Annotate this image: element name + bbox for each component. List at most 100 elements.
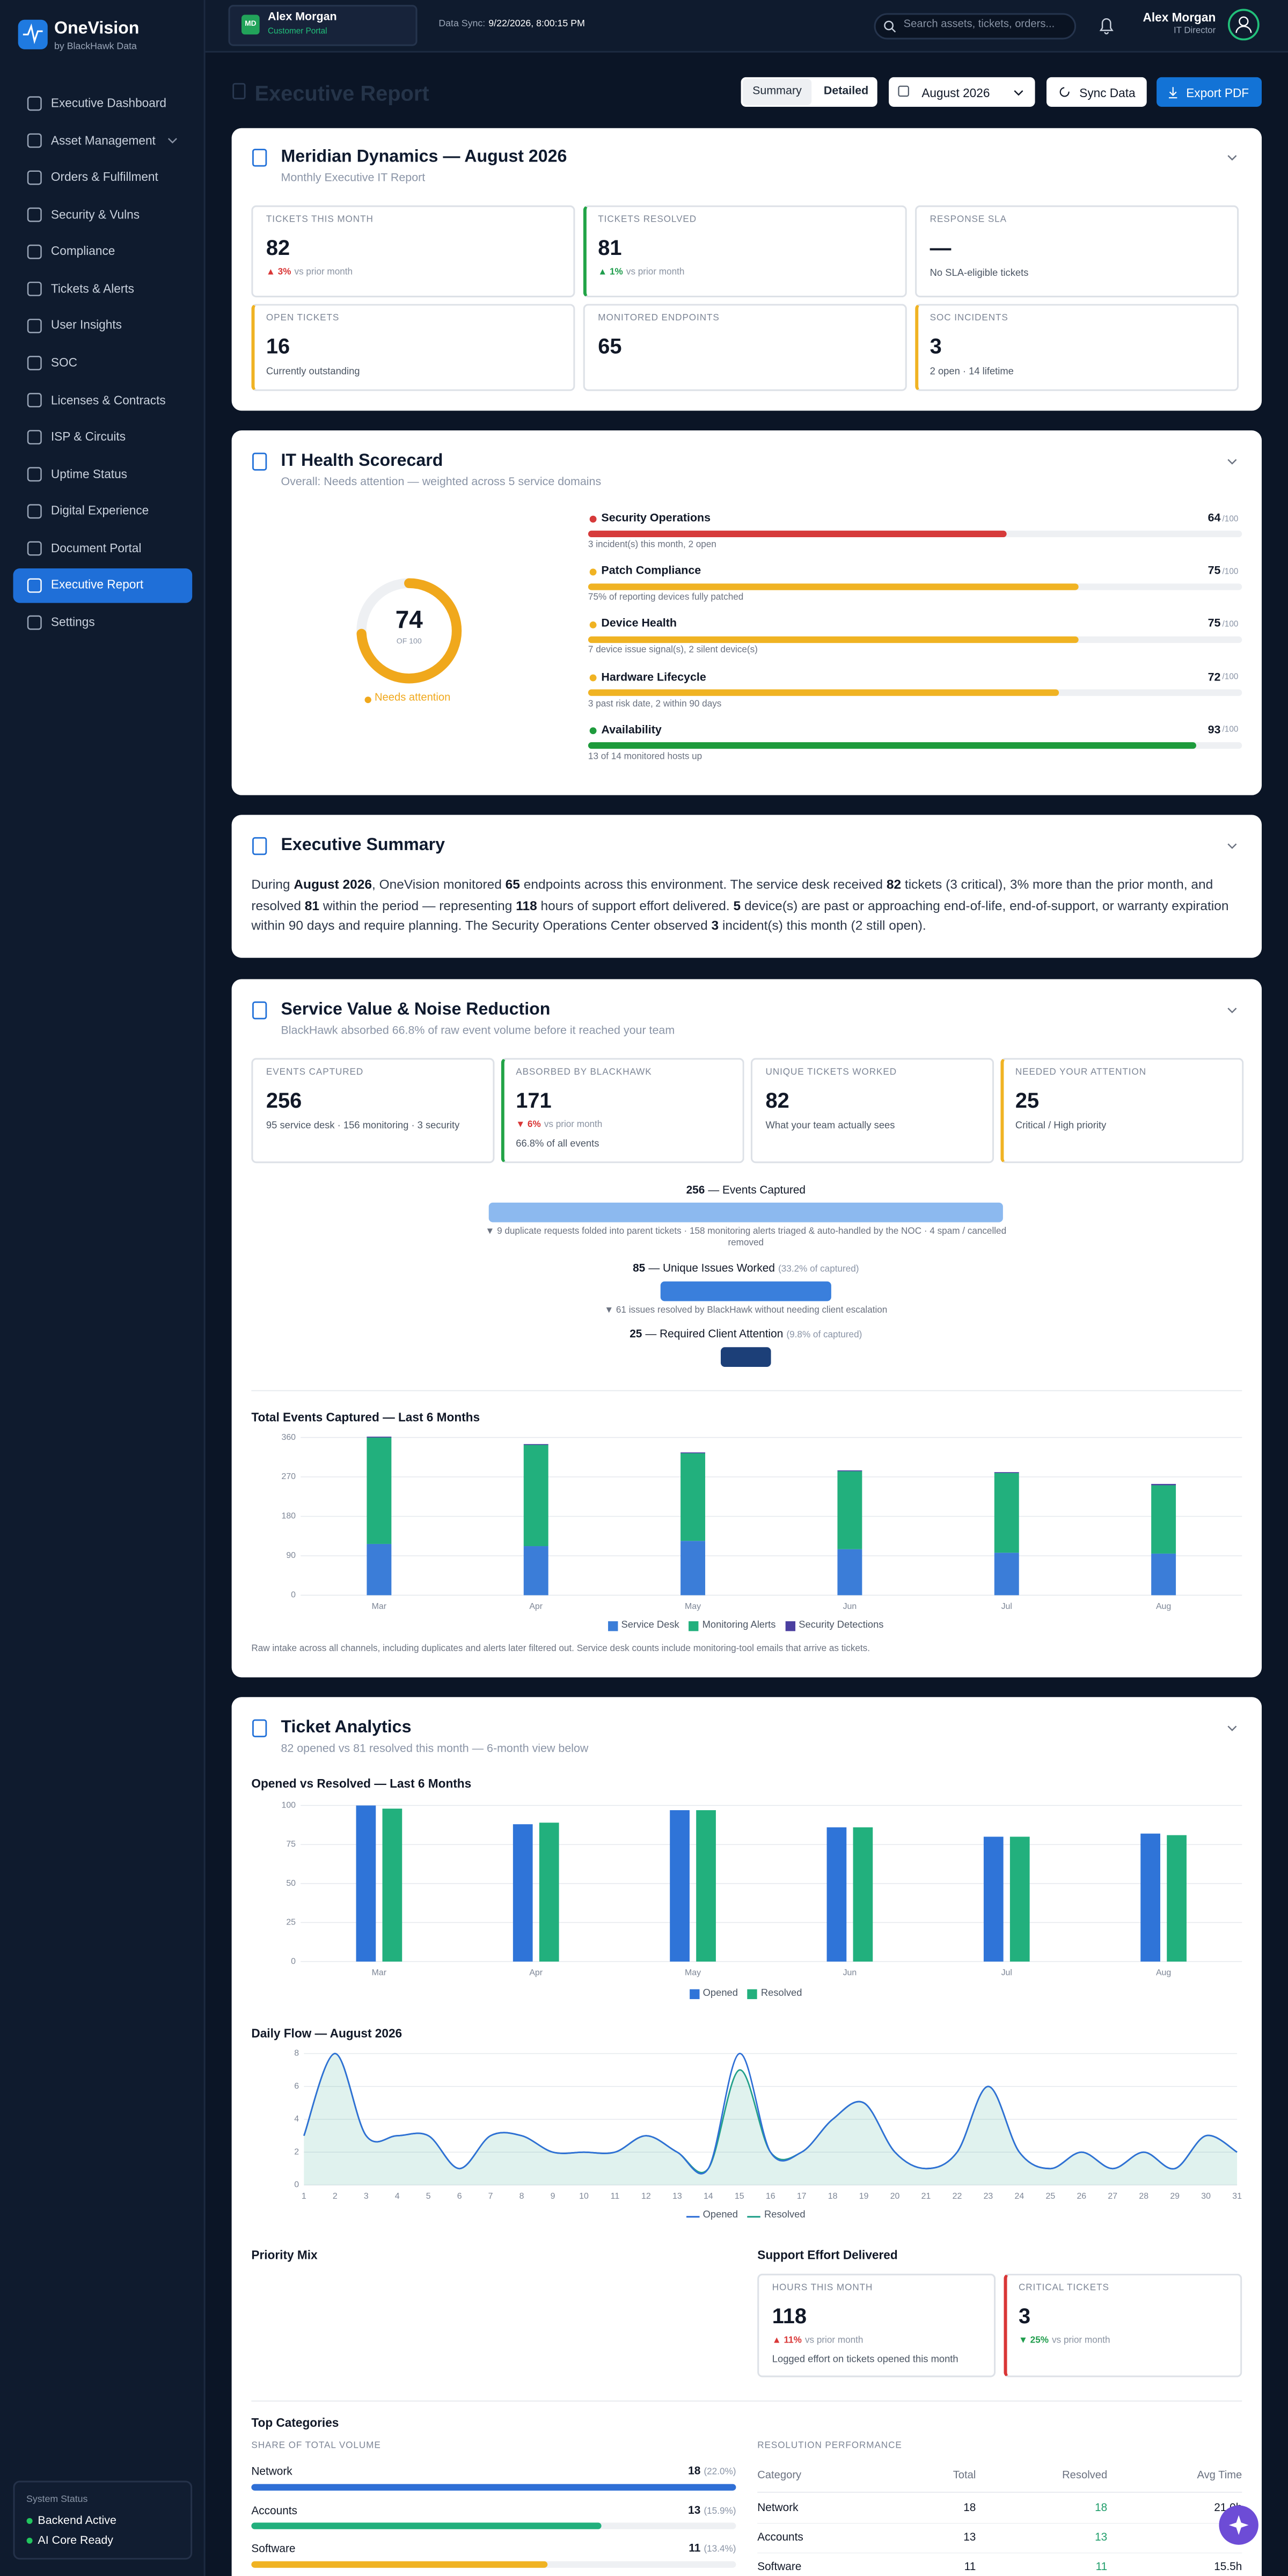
nav-item[interactable]: Uptime Status [50,466,128,481]
x-tick-label: 5 [426,2192,431,2201]
funnel-label: — Unique Issues Worked [648,1263,775,1275]
y-tick-label: 8 [294,2049,299,2058]
nav-item[interactable]: User Insights [50,318,122,333]
kpi-label: ABSORBED BY BLACKHAWK [516,1068,652,1078]
legend-label: Security Detections [799,1621,884,1631]
domain-max: /100 [1222,567,1239,577]
nav-item[interactable]: Settings [50,614,95,630]
nav-item[interactable]: Document Portal [50,540,142,555]
search-box[interactable] [874,13,1077,40]
gauge-score: 74 [395,606,423,635]
x-tick-label: 3 [364,2192,369,2201]
section-subtitle: 82 opened vs 81 resolved this month — 6-… [281,1743,589,1754]
nav-item[interactable]: SOC [50,355,77,370]
nav-icon [27,430,42,445]
legend-label: Resolved [764,2211,806,2221]
legend-swatch [748,2215,761,2218]
period-select[interactable] [889,77,1035,107]
export-button[interactable] [1157,77,1262,107]
export-icon [1169,87,1177,99]
x-tick-label: 1 [302,2192,306,2201]
table-cell: 18 [963,2502,976,2515]
profile-avatar-head [1239,16,1249,26]
category-bar [251,2484,736,2491]
kpi-value: 256 [266,1087,302,1112]
nav-item[interactable]: Licenses & Contracts [50,392,166,407]
scorecard-card [231,430,1262,795]
domain-name: Availability [601,724,662,736]
kpi-label: MONITORED ENDPOINTS [598,313,720,324]
domain-note: 75% of reporting devices fully patched [588,593,744,604]
sync-icon [1059,87,1070,97]
domain-note: 13 of 14 monitored hosts up [588,752,702,763]
bar-segment [837,1470,862,1472]
x-tick-label: 29 [1170,2192,1180,2201]
y-tick-label: 4 [294,2114,299,2124]
data-sync: Data Sync: 9/22/2026, 8:00:15 PM [438,20,585,30]
x-tick-label: 22 [953,2192,962,2201]
x-tick-label: 15 [735,2192,744,2201]
sync-label: Data Sync: [438,19,486,30]
chart-title: Total Events Captured — Last 6 Months [251,1409,480,1425]
nav-item[interactable]: Tickets & Alerts [50,281,134,296]
summary-segment: within the period — representing [319,898,516,913]
legend-label: Monitoring Alerts [702,1621,776,1631]
x-tick-label: Jul [1001,1602,1012,1611]
nav-item[interactable]: Orders & Fulfillment [50,170,158,185]
bar [670,1810,690,1962]
nav-item[interactable]: Executive Dashboard [50,95,166,111]
bar [382,1809,402,1962]
nav-item[interactable]: Compliance [50,244,115,259]
bar [826,1827,847,1962]
y-tick-label: 270 [281,1472,296,1481]
kpi-note: What your team actually sees [765,1122,895,1132]
y-tick-label: 0 [291,1957,296,1966]
delta-value: ▼ 25% [1018,2336,1049,2346]
x-tick-label: 30 [1201,2192,1211,2201]
notification-bell[interactable] [1099,18,1114,34]
x-tick-label: Jun [843,1968,857,1978]
profile-name: Alex Morgan [1143,10,1216,25]
system-status [13,2480,193,2560]
domain-score: 93 [1208,724,1221,736]
status-dot [26,2518,33,2524]
nav-icon [27,318,42,333]
y-tick-label: 0 [294,2180,299,2190]
nav-item[interactable]: Security & Vulns [50,207,140,222]
nav-item[interactable]: ISP & Circuits [50,429,126,444]
x-tick-label: 4 [395,2192,400,2201]
kpi-note: Critical / High priority [1015,1122,1107,1132]
kpi-value: 82 [266,234,290,259]
nav-item[interactable]: Digital Experience [50,503,149,518]
legend-swatch [608,1621,618,1631]
table-cell: 15.5h [1214,2562,1242,2574]
profile-avatar[interactable] [1227,9,1260,41]
nav-icon [27,96,42,111]
view-option[interactable]: Summary [752,86,802,98]
category-value: 11 [689,2543,701,2555]
kpi-label: UNIQUE TICKETS WORKED [765,1068,897,1078]
table-header: Resolved [1062,2470,1108,2482]
bar [696,1810,716,1962]
y-tick-label: 2 [294,2147,299,2156]
legend: Opened Resolved [690,1989,802,2000]
nav-item[interactable]: Asset Management [50,132,156,148]
category-count: 18 (22.0%) [688,2466,736,2479]
view-option[interactable]: Detailed [823,86,869,98]
sync-button[interactable] [1046,77,1147,107]
account-chip[interactable] [228,5,418,46]
domain-score: 75 [1208,619,1221,631]
y-tick-label: 100 [281,1801,296,1810]
domain-score: 64 [1208,513,1221,525]
legend-item: Security Detections [785,1621,884,1631]
kpi-note: Logged effort on tickets opened this mon… [772,2355,958,2366]
nav-icon [27,578,42,593]
nav-item[interactable]: Executive Report [50,577,144,592]
search-icon [884,20,894,31]
category-share: (22.0%) [704,2468,736,2478]
domain-bar [588,742,1196,749]
kpi-label: CRITICAL TICKETS [1018,2284,1109,2294]
category-share: (13.4%) [704,2545,736,2555]
kpi-tile [583,304,907,391]
